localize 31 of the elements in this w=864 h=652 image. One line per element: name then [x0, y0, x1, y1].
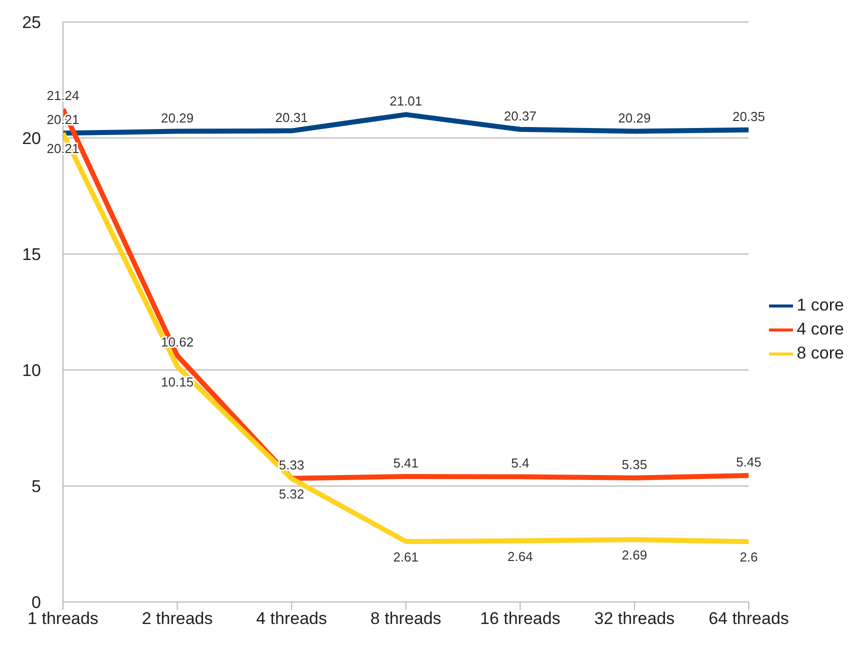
x-tick-label: 32 threads	[594, 609, 675, 628]
data-label: 2.61	[393, 549, 419, 564]
y-tick-label: 5	[32, 477, 41, 496]
data-label: 21.24	[46, 88, 80, 104]
data-label: 20.35	[732, 108, 766, 124]
data-label: 5.35	[622, 456, 648, 472]
x-tick-label: 4 threads	[256, 609, 328, 628]
data-label: 5.4	[511, 456, 530, 471]
data-label: 20.29	[618, 110, 651, 126]
y-tick-label: 25	[22, 13, 41, 32]
y-tick-label: 10	[22, 361, 41, 380]
legend-label: 8 core	[796, 343, 844, 362]
x-tick-label: 8 threads	[370, 609, 442, 628]
y-tick-label: 15	[22, 245, 41, 264]
data-label: 20.29	[161, 110, 194, 126]
data-label: 2.6	[740, 550, 758, 565]
data-label: 5.45	[736, 454, 762, 470]
data-label: 2.69	[622, 548, 648, 563]
x-tick-label: 64 threads	[708, 609, 789, 628]
data-label: 5.32	[278, 486, 304, 502]
data-label: 20.31	[275, 110, 308, 125]
x-tick-label: 2 threads	[142, 609, 213, 628]
data-label: 20.37	[504, 108, 536, 124]
data-label: 10.15	[161, 374, 194, 390]
legend-label: 1 core	[796, 295, 844, 314]
x-tick-label: 16 threads	[480, 609, 560, 628]
y-tick-label: 20	[22, 129, 41, 148]
legend-label: 4 core	[796, 319, 844, 338]
data-label: 5.41	[393, 455, 419, 470]
data-label: 21.01	[390, 94, 422, 109]
data-label: 2.64	[508, 548, 533, 564]
